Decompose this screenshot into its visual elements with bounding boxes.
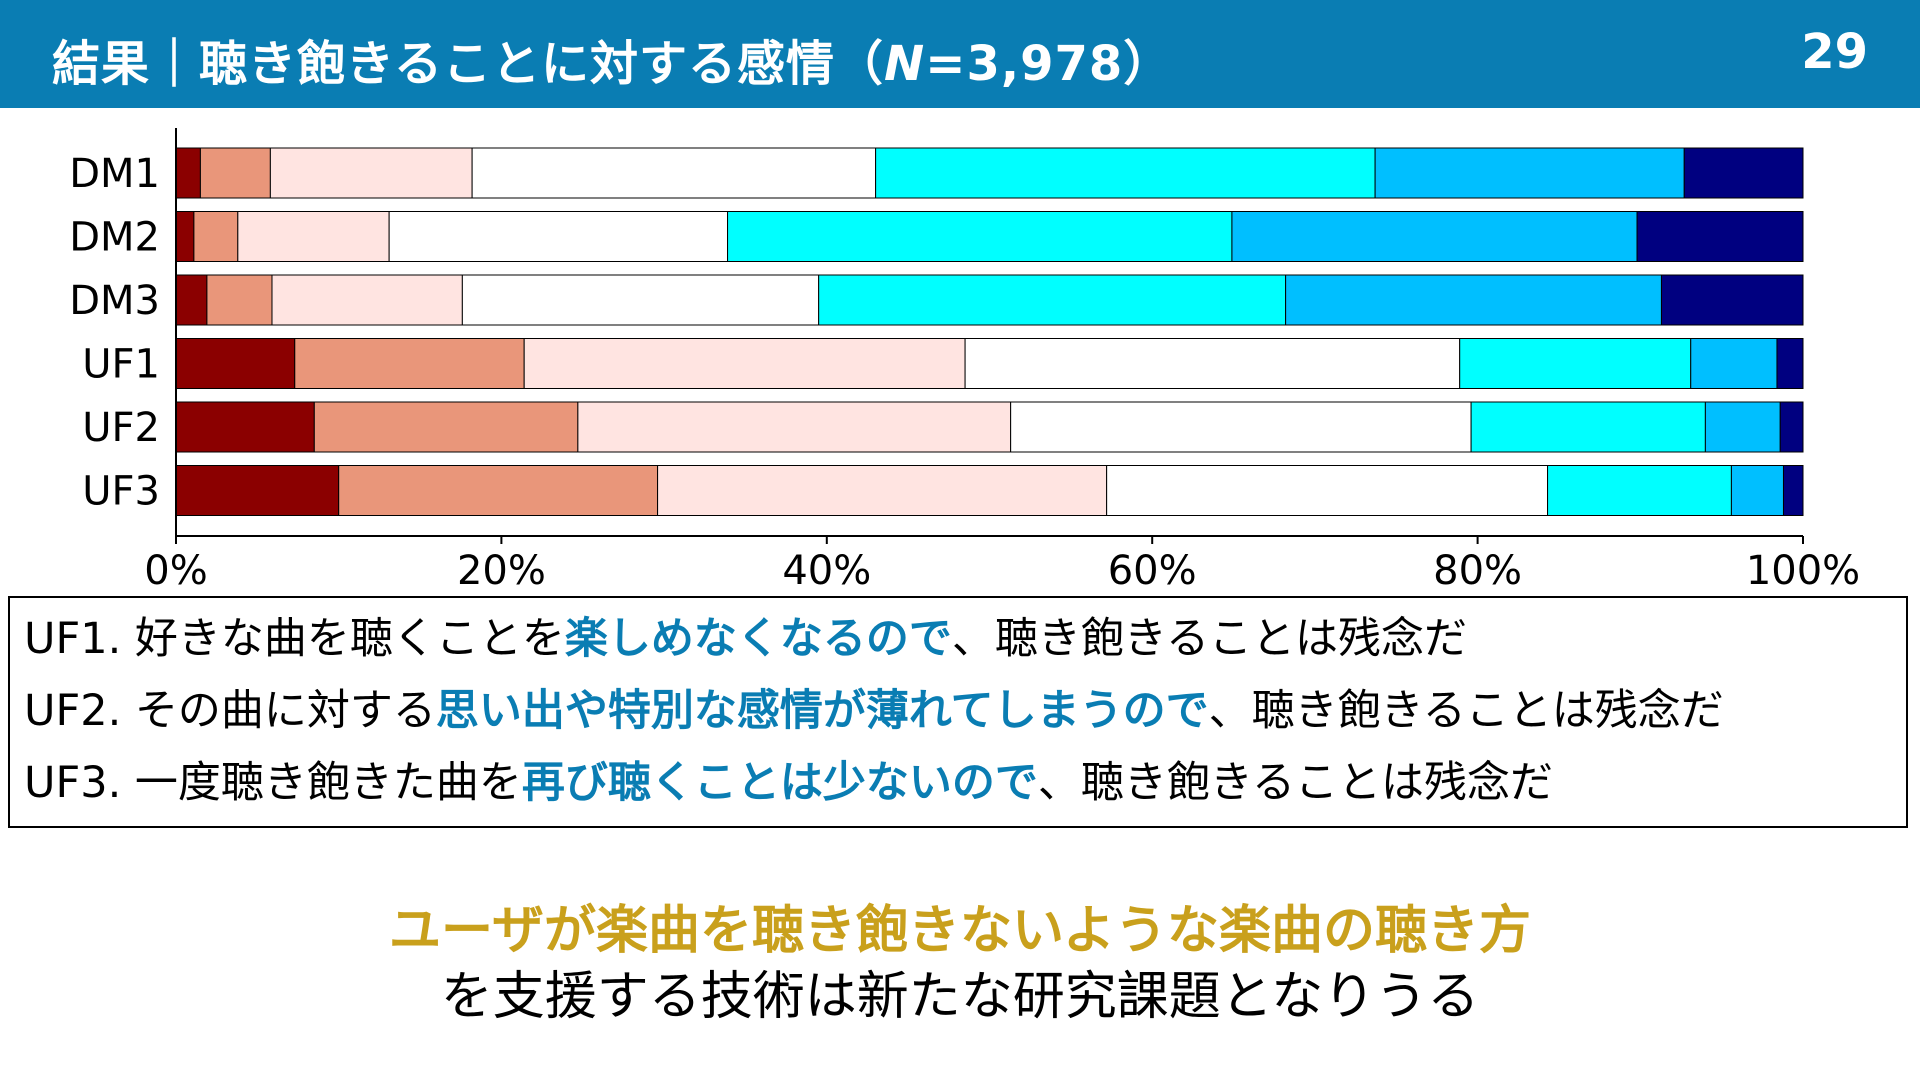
bar-segment-dm2-level-1 — [175, 211, 195, 262]
bar-segment-uf1-level-7 — [1776, 338, 1804, 389]
bar-segment-uf2-level-5 — [1470, 401, 1706, 453]
bar-segment-dm3-level-3 — [271, 274, 463, 326]
bar-segment-dm3-level-2 — [206, 274, 273, 326]
x-tick-label: 0% — [144, 548, 207, 588]
x-tick-label: 20% — [457, 548, 546, 588]
bar-segment-dm3-level-4 — [461, 274, 820, 326]
conclusion-headline: ユーザが楽曲を聴き飽きないような楽曲の聴き方 — [389, 901, 1531, 961]
category-label-uf3: UF3 — [82, 469, 160, 515]
bar-segment-dm1-level-1 — [175, 147, 201, 199]
bar-segment-dm3-level-7 — [1660, 274, 1804, 326]
bar-segment-dm1-level-7 — [1683, 147, 1804, 199]
labels-group: DM1 DM2 DM3 UF1 UF2 UF3 0% 20% 40% 60% 80% 100% — [69, 151, 1860, 588]
note-uf2: UF2. その曲に対する思い出や特別な感情が薄れてしまうので、聴き飽きることは残… — [24, 690, 1724, 733]
notes-box: UF1. 好きな曲を聴くことを楽しめなくなるので、聴き飽きることは残念だ UF2… — [8, 596, 1908, 828]
bar-segment-dm1-level-5 — [875, 147, 1376, 199]
bar-segment-dm2-level-5 — [727, 211, 1233, 262]
bar-segment-dm2-level-4 — [388, 211, 729, 262]
bar-segment-dm3-level-5 — [818, 274, 1287, 326]
note-uf1-emphasis: 楽しめなくなるので — [564, 614, 952, 664]
note-uf3-suffix: 、聴き飽きることは残念だ — [1037, 758, 1554, 808]
category-label-dm3: DM3 — [69, 278, 160, 324]
note-uf2-prefix: UF2. その曲に対する — [24, 686, 436, 736]
bar-segment-dm2-level-7 — [1636, 211, 1804, 262]
category-label-uf2: UF2 — [82, 405, 160, 451]
bar-segment-uf3-level-5 — [1547, 465, 1732, 516]
bar-segment-dm1-level-6 — [1374, 147, 1685, 199]
slide-header: 結果｜聴き飽きることに対する感情（N=3,978） 29 — [0, 0, 1920, 108]
bar-segment-uf2-level-7 — [1779, 401, 1804, 453]
bar-segment-dm3-level-1 — [175, 274, 208, 326]
slide-title: 結果｜聴き飽きることに対する感情（N=3,978） — [52, 24, 1172, 94]
bar-segment-uf1-level-1 — [175, 338, 296, 389]
category-label-dm2: DM2 — [69, 215, 160, 261]
note-uf1: UF1. 好きな曲を聴くことを楽しめなくなるので、聴き飽きることは残念だ — [24, 618, 1467, 661]
category-label-dm1: DM1 — [69, 151, 160, 197]
title-suffix: =3,978） — [925, 36, 1173, 92]
bar-segment-dm1-level-4 — [471, 147, 877, 199]
bar-segment-uf3-level-1 — [175, 465, 340, 516]
x-tick-label: 100% — [1746, 548, 1860, 588]
x-tick-label: 80% — [1433, 548, 1522, 588]
note-uf1-suffix: 、聴き飽きることは残念だ — [951, 614, 1468, 664]
note-uf3-emphasis: 再び聴くことは少ないので — [521, 758, 1038, 808]
bar-segment-uf3-level-7 — [1782, 465, 1804, 516]
x-tick-label: 40% — [782, 548, 871, 588]
bar-segment-uf3-level-6 — [1730, 465, 1784, 516]
bar-segment-uf2-level-1 — [175, 401, 315, 453]
conclusion-subline: を支援する技術は新たな研究課題となりうる — [440, 967, 1480, 1027]
bar-segment-dm1-level-2 — [199, 147, 271, 199]
note-uf3-prefix: UF3. 一度聴き飽きた曲を — [24, 758, 522, 808]
bar-segment-uf2-level-6 — [1704, 401, 1781, 453]
bar-segment-uf1-level-3 — [523, 338, 966, 389]
bar-segment-dm1-level-3 — [269, 147, 473, 199]
bar-segment-uf2-level-4 — [1010, 401, 1472, 453]
bar-segment-uf2-level-2 — [313, 401, 579, 453]
bar-segment-uf1-level-5 — [1459, 338, 1692, 389]
category-label-uf1: UF1 — [82, 342, 160, 388]
title-n: N — [884, 36, 926, 92]
bar-segment-uf2-level-3 — [577, 401, 1012, 453]
bar-segment-uf3-level-2 — [338, 465, 659, 516]
title-prefix: 結果｜聴き飽きることに対する感情（ — [52, 36, 885, 92]
note-uf3: UF3. 一度聴き飽きた曲を再び聴くことは少ないので、聴き飽きることは残念だ — [24, 762, 1553, 805]
note-uf1-prefix: UF1. 好きな曲を聴くことを — [24, 614, 565, 664]
bar-segment-uf3-level-3 — [657, 465, 1108, 516]
bar-segment-dm2-level-6 — [1231, 211, 1638, 262]
page-number: 29 — [1801, 24, 1868, 80]
bar-segment-uf1-level-4 — [964, 338, 1461, 389]
bar-segment-dm3-level-6 — [1285, 274, 1662, 326]
note-uf2-suffix: 、聴き飽きることは残念だ — [1208, 686, 1724, 736]
bar-segment-dm2-level-3 — [237, 211, 390, 262]
bar-segment-uf3-level-4 — [1106, 465, 1549, 516]
stacked-bar-chart: DM1 DM2 DM3 UF1 UF2 UF3 0% 20% 40% 60% 80% 100% — [69, 128, 1860, 588]
bar-segment-uf1-level-2 — [294, 338, 525, 389]
bar-segment-dm2-level-2 — [193, 211, 239, 262]
note-uf2-emphasis: 思い出や特別な感情が薄れてしまうので — [435, 686, 1209, 736]
x-tick-label: 60% — [1108, 548, 1197, 588]
bar-segment-uf1-level-6 — [1690, 338, 1778, 389]
bars-group — [175, 147, 1804, 516]
axes-group — [175, 128, 1804, 544]
